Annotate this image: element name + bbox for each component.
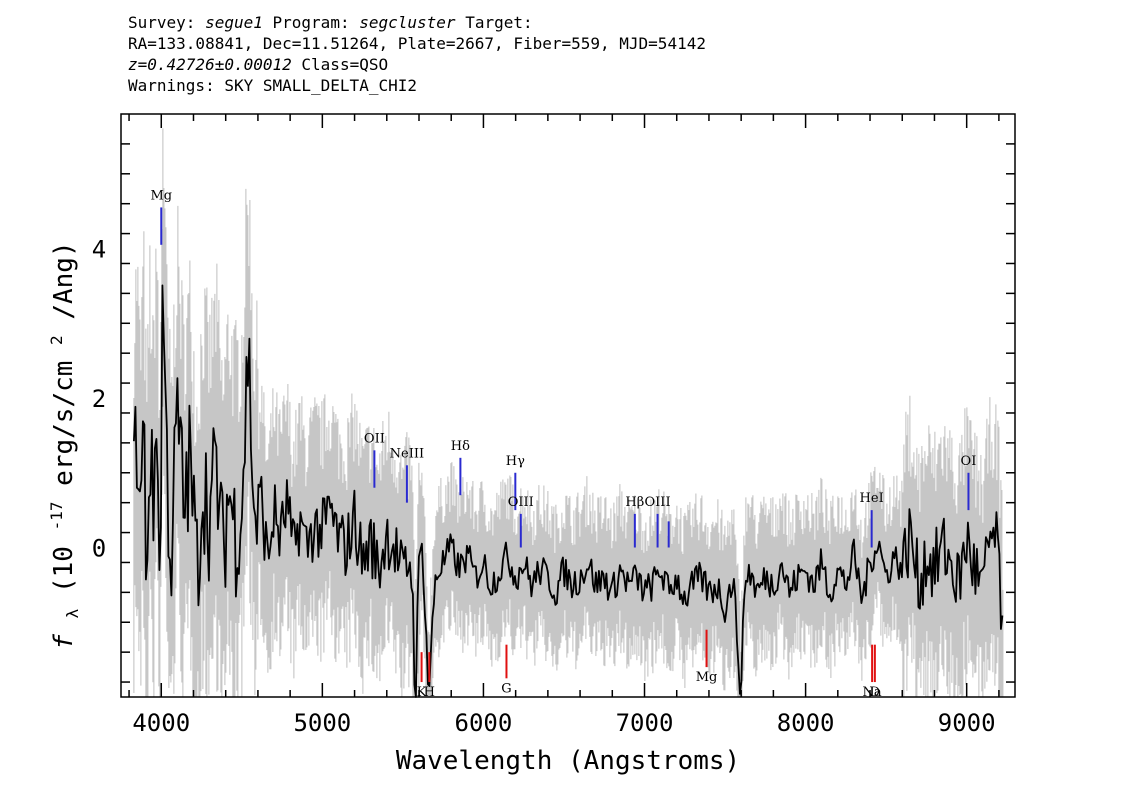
header-line-4: Warnings: SKY SMALL_DELTA_CHI2: [128, 76, 417, 95]
x-tick-label: 5000: [293, 709, 351, 737]
plot-frame: [120, 113, 1016, 698]
y-axis-title: f λ (10 -17 erg/s/cm 2 /Ang): [39, 241, 85, 649]
emission-line-label: OI: [961, 454, 977, 469]
class-value: Class=QSO: [301, 55, 389, 74]
flux-line: [133, 284, 1004, 698]
emission-line-label: OII: [364, 431, 385, 446]
program-value: segcluster: [359, 13, 456, 32]
y-tick-label: 2: [92, 385, 106, 413]
survey-label: Survey:: [128, 13, 196, 32]
emission-line-label: Hβ: [625, 495, 644, 510]
header-line-1: Survey: segue1 Program: segcluster Targe…: [128, 12, 706, 33]
emission-line-label: HeI: [860, 491, 884, 506]
x-tick-label: 9000: [938, 709, 996, 737]
emission-line-label: Hδ: [451, 439, 470, 454]
y-axis-title-f: f: [49, 634, 79, 650]
y-tick-label: 4: [92, 236, 106, 264]
target-label: Target:: [465, 13, 533, 32]
emission-line-label: Mg: [150, 188, 172, 203]
y-axis-title-main: (10: [49, 546, 79, 593]
absorption-line-label: H: [424, 685, 435, 700]
y-axis-title-exp: -17: [47, 501, 66, 530]
absorption-line-label: G: [501, 681, 511, 696]
emission-line-label: OIII: [508, 495, 534, 510]
flux-series: [133, 284, 1004, 698]
emission-line-label: NeIII: [390, 446, 424, 461]
x-axis-title: Wavelength (Angstroms): [396, 746, 740, 776]
x-tick-label: 4000: [132, 709, 190, 737]
header-line-2: RA=133.08841, Dec=11.51264, Plate=2667, …: [128, 34, 706, 53]
absorption-line-label: Mg: [696, 670, 718, 685]
axis-ticks: 4000 5000 6000 7000 8000 9000 0 2 4: [92, 114, 1015, 737]
x-tick-label: 6000: [455, 709, 513, 737]
header-line-3: z=0.42726±0.00012 Class=QSO: [128, 54, 706, 75]
program-label: Program:: [272, 13, 350, 32]
absorption-line-label: D: [870, 685, 880, 700]
x-tick-label: 8000: [777, 709, 835, 737]
redshift-value: z=0.42726±0.00012: [128, 55, 292, 74]
absorption-line-label: K: [417, 685, 427, 700]
y-axis-title-sq: 2: [47, 335, 66, 345]
emission-line-label: Hγ: [506, 454, 525, 469]
emission-line-label: OIII: [645, 495, 671, 510]
spectrum-header: Survey: segue1 Program: segcluster Targe…: [128, 12, 706, 96]
y-tick-label: 0: [92, 535, 106, 563]
y-axis-title-sub: λ: [63, 608, 82, 618]
error-band: [133, 128, 1004, 697]
x-tick-label: 7000: [616, 709, 674, 737]
y-axis-title-unit: erg/s/cm: [49, 361, 79, 486]
y-axis-title-tail: /Ang): [49, 241, 79, 319]
survey-value: segue1: [205, 13, 263, 32]
